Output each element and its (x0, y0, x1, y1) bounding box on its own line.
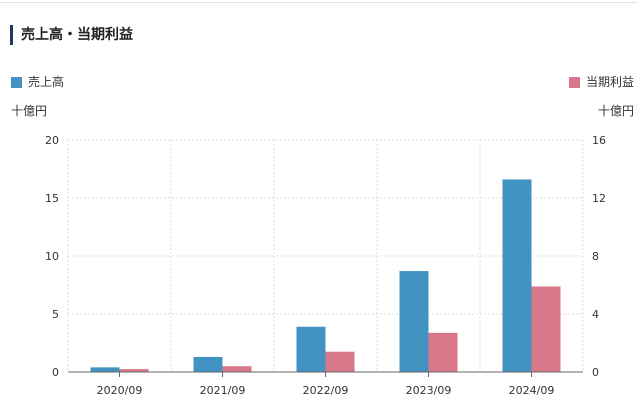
right-axis-unit: 十億円 (597, 104, 634, 118)
y-right-tick-label: 8 (592, 250, 599, 263)
bar-profit (325, 351, 355, 372)
legend-profit[interactable]: 当期利益 (568, 74, 634, 90)
top-divider (0, 2, 637, 3)
legend-sales[interactable]: 売上高 (11, 74, 64, 90)
bar-profit (222, 366, 252, 372)
legend-profit-swatch (568, 76, 580, 88)
bar-sales (502, 179, 532, 372)
x-tick-label: 2021/09 (200, 384, 246, 397)
bar-profit (428, 332, 458, 372)
x-tick-label: 2020/09 (97, 384, 143, 397)
bar-sales (296, 326, 326, 372)
left-axis-unit: 十億円 (11, 104, 48, 118)
y-left-tick-label: 0 (52, 366, 59, 379)
y-right-tick-label: 16 (592, 134, 606, 147)
bar-sales (193, 356, 223, 372)
bar-profit (531, 286, 561, 372)
y-left-tick-label: 5 (52, 308, 59, 321)
legend-sales-label: 売上高 (28, 75, 65, 89)
x-tick-label: 2024/09 (509, 384, 555, 397)
y-left-tick-label: 20 (45, 134, 59, 147)
bar-sales (399, 271, 429, 372)
legend-profit-label: 当期利益 (585, 75, 634, 89)
legend-sales-swatch (11, 76, 22, 88)
y-right-tick-label: 12 (592, 192, 606, 205)
y-right-tick-label: 0 (592, 366, 599, 379)
bar-sales (90, 367, 120, 372)
y-left-tick-label: 10 (45, 250, 59, 263)
bar-profit (119, 369, 149, 372)
section-title: 売上高・当期利益 (10, 25, 133, 45)
y-right-tick-label: 4 (592, 308, 599, 321)
x-tick-label: 2023/09 (406, 384, 452, 397)
y-left-tick-label: 15 (45, 192, 59, 205)
x-tick-label: 2022/09 (303, 384, 349, 397)
